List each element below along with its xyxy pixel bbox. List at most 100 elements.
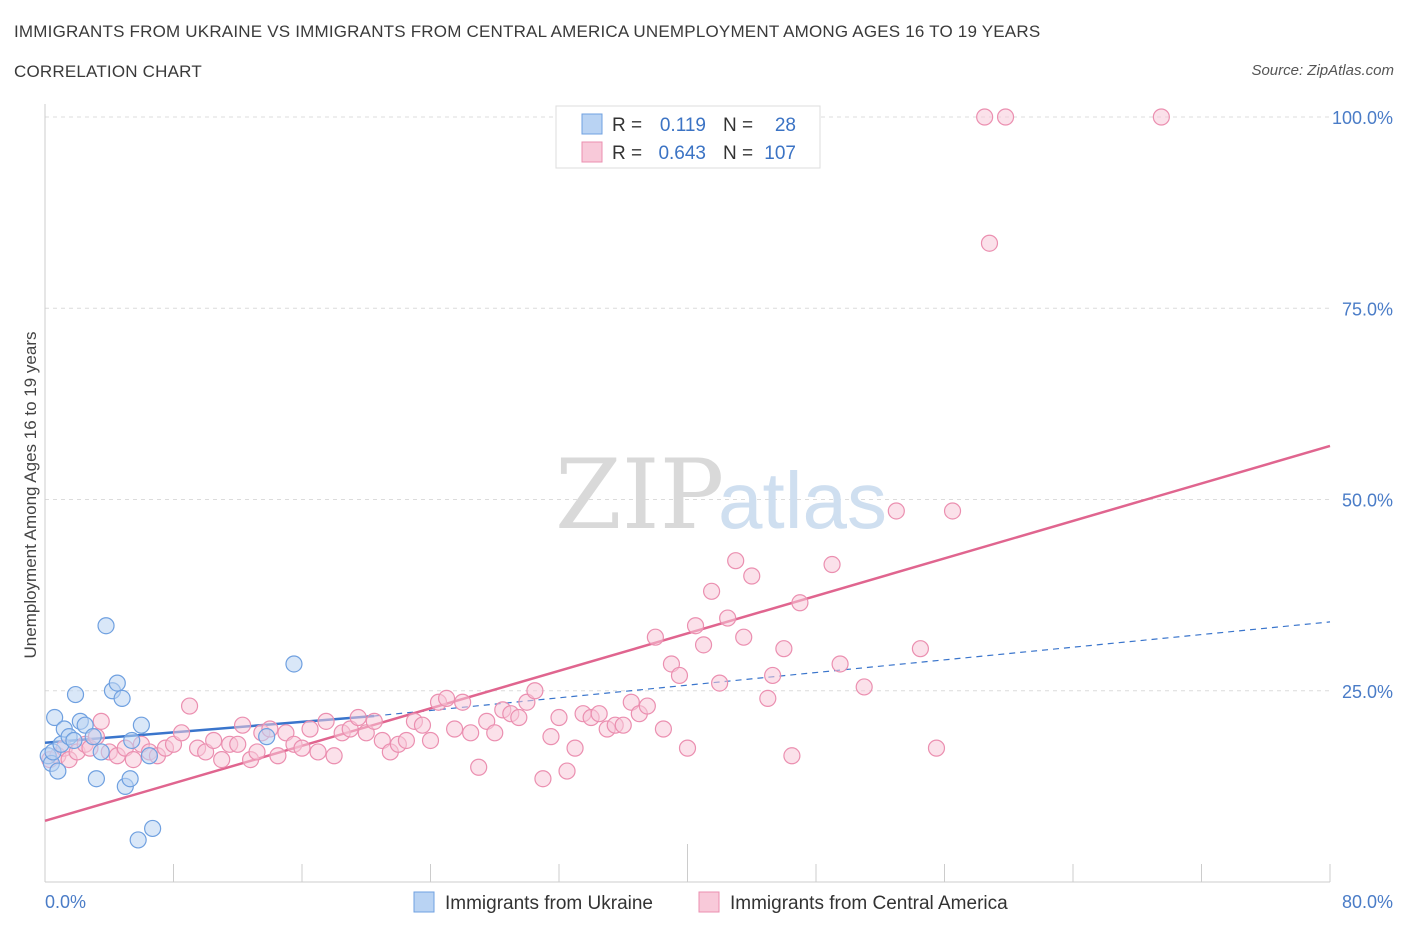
watermark-atlas: atlas <box>718 456 887 545</box>
series-legend: Immigrants from Ukraine Immigrants from … <box>413 891 1008 914</box>
point-central-america <box>791 594 809 612</box>
point-central-america <box>678 739 697 757</box>
point-central-america <box>233 716 252 734</box>
point-central-america <box>719 609 737 627</box>
point-central-america <box>743 567 761 585</box>
point-central-america <box>510 708 528 727</box>
legend-r-value-ukraine: 0.119 <box>660 115 706 136</box>
point-central-america <box>180 697 199 715</box>
point-central-america <box>759 689 777 708</box>
point-central-america <box>831 655 849 673</box>
legend-n-label-ukraine: N = <box>723 115 753 136</box>
point-central-america <box>470 758 488 776</box>
series-legend-swatch-ukraine <box>413 891 435 913</box>
point-central-america <box>526 682 544 700</box>
legend-r-value-central: 0.643 <box>658 143 706 164</box>
point-central-america <box>213 750 231 769</box>
point-central-america <box>205 731 223 750</box>
point-central-america <box>783 747 801 765</box>
series-legend-label-ukraine: Immigrants from Ukraine <box>445 893 653 914</box>
legend-r-label-central: R = <box>612 143 642 164</box>
point-ukraine <box>129 831 147 849</box>
point-central-america <box>646 628 664 646</box>
point-central-america <box>686 617 705 635</box>
point-central-america <box>1152 108 1170 126</box>
point-central-america <box>566 739 584 757</box>
y-tick-label: 50.0% <box>1342 491 1393 511</box>
point-central-america <box>943 502 962 520</box>
point-central-america <box>590 705 608 723</box>
series-legend-swatch-central <box>698 891 720 913</box>
point-ukraine <box>285 655 303 673</box>
point-central-america <box>454 693 472 711</box>
point-ukraine <box>108 674 126 692</box>
point-central-america <box>542 728 560 746</box>
point-central-america <box>309 743 327 761</box>
y-axis-label: Unemployment Among Ages 16 to 19 years <box>21 332 40 659</box>
point-central-america <box>996 108 1015 126</box>
series-legend-label-central: Immigrants from Central America <box>730 893 1008 914</box>
point-central-america <box>317 712 335 730</box>
legend-swatch-central <box>581 141 603 163</box>
trend-line-dashed-ukraine <box>374 621 1331 717</box>
legend-n-value-ukraine: 28 <box>775 115 796 136</box>
watermark-zip: ZIP <box>555 439 724 551</box>
legend-n-label-central: N = <box>723 143 753 164</box>
point-central-america <box>229 735 247 753</box>
point-central-america <box>735 628 753 646</box>
data-points <box>39 108 1170 849</box>
point-central-america <box>823 555 841 574</box>
point-ukraine <box>46 708 64 727</box>
point-central-america <box>702 582 721 600</box>
y-tick-label: 75.0% <box>1342 299 1393 319</box>
point-ukraine <box>121 770 139 788</box>
point-central-america <box>550 708 568 727</box>
stats-legend: R = 0.119 N = 28 R = 0.643 N = 107 <box>555 105 821 169</box>
legend-n-value-central: 107 <box>764 143 796 164</box>
gridlines <box>45 116 1330 692</box>
chart-title: IMMIGRANTS FROM UKRAINE VS IMMIGRANTS FR… <box>14 22 1041 41</box>
point-central-america <box>855 678 873 696</box>
point-central-america <box>437 689 456 708</box>
point-central-america <box>462 724 480 742</box>
point-central-america <box>654 720 673 738</box>
point-central-america <box>413 716 432 734</box>
y-tick-labels: 25.0% 50.0% 75.0% 100.0% <box>1332 108 1393 702</box>
point-ukraine <box>84 728 102 746</box>
point-ukraine <box>140 747 159 765</box>
point-central-america <box>534 770 552 788</box>
point-central-america <box>172 724 191 742</box>
point-ukraine <box>49 762 67 780</box>
point-central-america <box>269 747 287 765</box>
point-ukraine <box>132 716 150 734</box>
x-tick-label-min: 0.0% <box>45 892 86 912</box>
point-central-america <box>325 747 343 765</box>
point-central-america <box>248 743 266 761</box>
point-central-america <box>775 640 793 658</box>
point-central-america <box>293 739 311 757</box>
axes <box>44 104 1331 883</box>
point-central-america <box>694 636 713 654</box>
point-central-america <box>349 708 367 727</box>
point-ukraine <box>144 819 162 838</box>
point-central-america <box>727 552 745 570</box>
point-ukraine <box>97 617 115 635</box>
point-central-america <box>301 720 319 738</box>
point-central-america <box>397 731 416 750</box>
point-central-america <box>445 720 464 738</box>
point-ukraine <box>92 743 110 761</box>
point-ukraine <box>123 731 141 750</box>
legend-r-label-ukraine: R = <box>612 115 642 136</box>
point-central-america <box>365 712 383 730</box>
point-ukraine <box>87 770 106 788</box>
point-central-america <box>124 750 142 769</box>
point-ukraine <box>113 689 131 708</box>
point-central-america <box>911 640 930 658</box>
point-central-america <box>558 762 576 780</box>
point-central-america <box>887 502 905 520</box>
point-central-america <box>670 666 689 685</box>
point-central-america <box>980 234 999 252</box>
x-tick-labels: 0.0% 80.0% <box>45 892 1393 912</box>
y-tick-label: 25.0% <box>1342 682 1393 702</box>
